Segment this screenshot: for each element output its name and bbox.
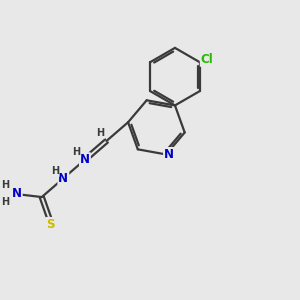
Text: H: H (51, 166, 59, 176)
Text: N: N (80, 153, 90, 166)
Text: H: H (96, 128, 104, 138)
Text: N: N (164, 148, 174, 161)
Text: H: H (1, 180, 9, 190)
Text: H: H (72, 148, 80, 158)
Text: Cl: Cl (201, 53, 213, 66)
Text: H: H (1, 197, 9, 207)
Text: N: N (12, 187, 22, 200)
Text: S: S (46, 218, 55, 231)
Text: N: N (58, 172, 68, 185)
